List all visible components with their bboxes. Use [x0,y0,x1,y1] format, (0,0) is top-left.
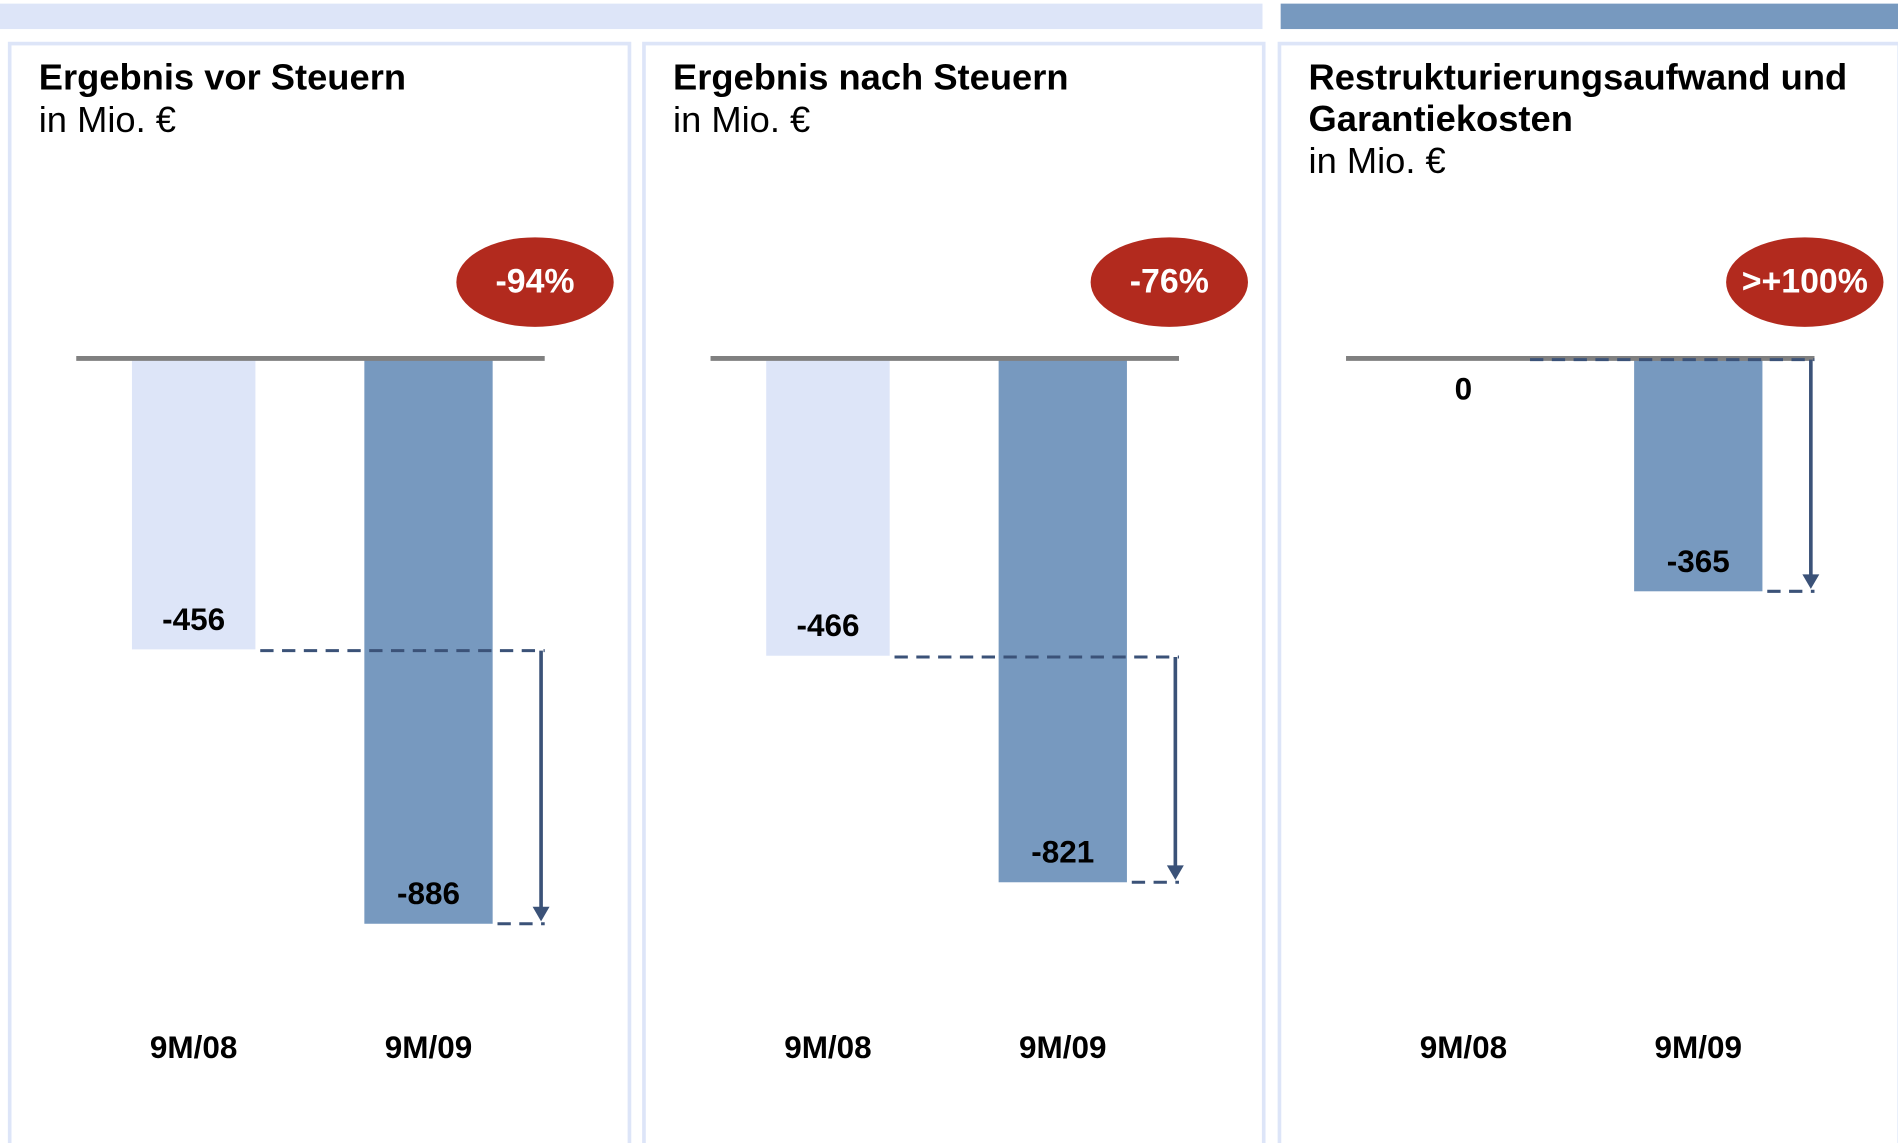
bar [1634,358,1763,592]
arrow-head [532,906,550,922]
chart-title: Ergebnis nach Steuern [673,58,1069,99]
value-label: -456 [162,602,225,637]
panel-header: Restrukturierungsaufwand und Garantiekos… [1309,58,1878,184]
chart-title: Restrukturierungsaufwand und Garantiekos… [1308,58,1848,140]
value-label: -466 [796,608,859,643]
badge-label: >+100% [1742,262,1868,300]
bar [364,358,493,924]
badge-label: -76% [1130,262,1209,300]
chart-subtitle: in Mio. € [1308,141,1446,182]
x-tick-label: 9M/09 [385,1030,472,1065]
chart-title: Ergebnis vor Steuern [38,58,407,99]
panel [7,41,632,1143]
value-label: -821 [1031,835,1094,870]
x-tick-label: 9M/08 [1420,1030,1507,1065]
header-strip [1280,3,1898,30]
badge-label: -94% [495,262,574,300]
arrow-head [1166,865,1184,880]
x-tick-label: 9M/08 [784,1030,871,1065]
value-label: 0 [1455,371,1473,406]
badge [1090,237,1248,327]
panel [642,41,1266,1143]
panel [1277,41,1898,1143]
value-label: -886 [397,876,460,911]
bar [766,358,890,656]
header-box: Restrukturierungsaufwand und Garantiekos… [1309,58,1878,184]
header-box: Ergebnis nach Steuern in Mio. € [673,58,1242,143]
header-strip [0,3,1263,30]
badge [456,237,614,327]
arrow-head [1802,574,1820,589]
chart-subtitle: in Mio. € [673,100,811,141]
x-tick-label: 9M/09 [1655,1030,1742,1065]
bar [998,358,1127,883]
bar [131,358,256,650]
chart-subtitle: in Mio. € [38,100,176,141]
value-label: -365 [1667,544,1730,579]
header-box: Ergebnis vor Steuern in Mio. € [39,58,608,143]
badge [1726,237,1884,327]
x-tick-label: 9M/09 [1019,1030,1106,1065]
x-tick-label: 9M/08 [150,1030,237,1065]
